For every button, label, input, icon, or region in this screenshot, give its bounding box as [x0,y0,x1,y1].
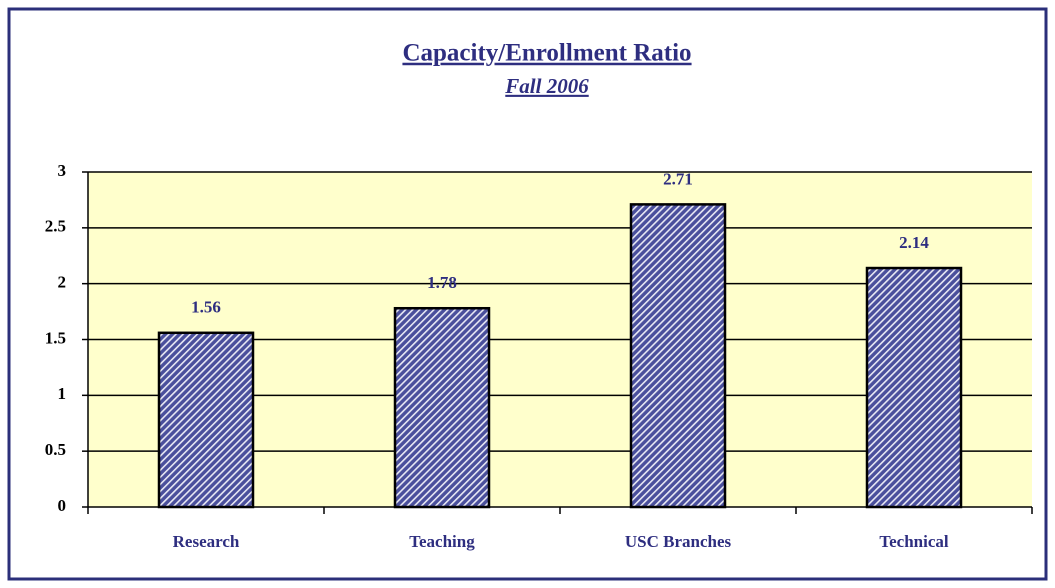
y-tick-label: 0.5 [45,440,66,459]
y-tick-label: 0 [58,496,67,515]
x-tick-label: USC Branches [625,532,732,551]
x-tick-label: Teaching [409,532,475,551]
y-tick-label: 2.5 [45,217,66,236]
data-label: 2.71 [663,169,693,188]
data-label: 1.56 [191,298,221,317]
y-tick-label: 1 [58,384,67,403]
bar [865,266,963,509]
data-label: 1.78 [427,273,457,292]
bar [629,203,727,509]
chart-title: Capacity/Enrollment Ratio [402,40,691,67]
chart-subtitle: Fall 2006 [504,74,589,98]
bar [393,306,491,509]
y-tick-label: 3 [58,161,67,180]
y-tick-label: 2 [58,273,67,292]
x-tick-label: Research [173,532,240,551]
plot: 0 0.5 1 1.5 2 2.5 3 Research 1.56 Teaching 1.78 USC… [45,161,1033,551]
x-tick-label: Technical [879,532,949,551]
y-tick-label: 1.5 [45,328,66,347]
bar [157,331,255,509]
data-label: 2.14 [899,233,929,252]
